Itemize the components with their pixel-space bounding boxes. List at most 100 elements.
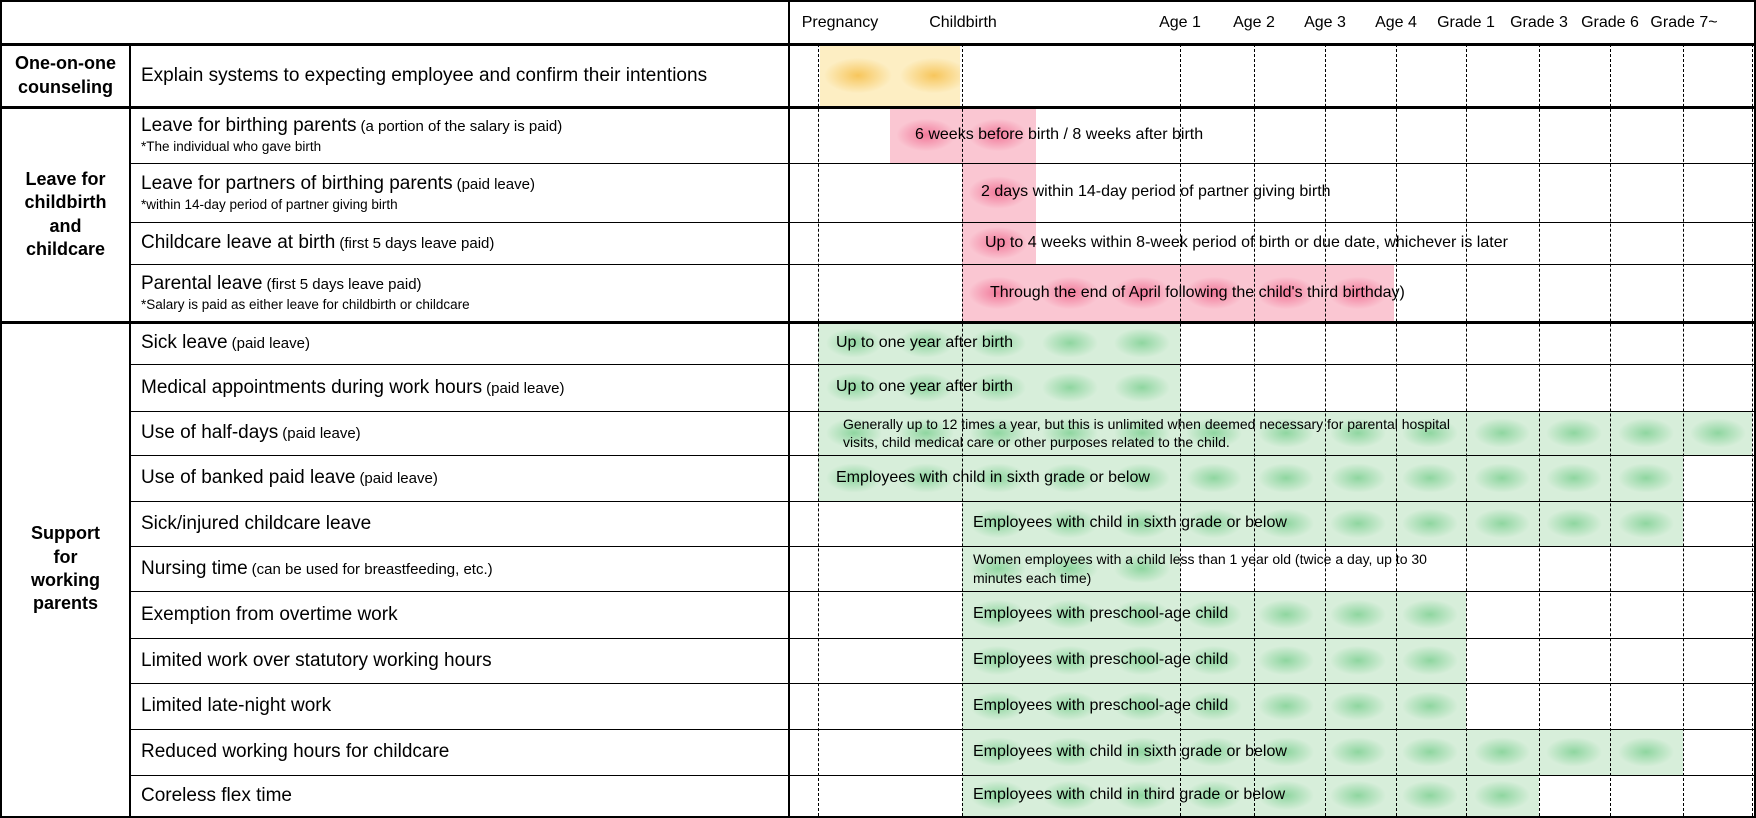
bar-label: Employees with preschool-age child xyxy=(973,696,1229,714)
timeline-period-bar xyxy=(962,683,1466,729)
row-title: Nursing time xyxy=(141,557,248,579)
timeline-gridline xyxy=(818,44,819,816)
timeline-gridline xyxy=(1254,44,1255,816)
row-title-line: Sick/injured childcare leave xyxy=(141,512,725,535)
row-divider xyxy=(130,500,1754,502)
row-title: Leave for birthing parents xyxy=(141,115,357,137)
timeline-header-label: Age 4 xyxy=(1375,14,1417,31)
row-divider xyxy=(130,774,1754,776)
timeline-header-label: Grade 6 xyxy=(1581,14,1639,31)
row-title-line: Nursing time (can be used for breastfeedi… xyxy=(141,557,725,580)
row-title-line: Coreless flex time xyxy=(141,784,725,807)
row-title-line: Medical appointments during work hours (p… xyxy=(141,376,725,399)
bar-label: Employees with child in sixth grade or b… xyxy=(973,742,1287,760)
bar-label: Employees with preschool-age child xyxy=(973,605,1229,623)
section-label-cell: Leave for childbirth and childcare xyxy=(2,107,129,322)
row-title: Use of banked paid leave xyxy=(141,467,356,489)
row-title-detail: (first 5 days leave paid) xyxy=(266,276,422,294)
header-divider xyxy=(2,42,1754,46)
row-footnote: *The individual who gave birth xyxy=(141,139,322,155)
row-title-detail: (first 5 days leave paid) xyxy=(339,235,495,253)
timeline-gridline xyxy=(1325,44,1326,816)
row-title-line: Sick leave (paid leave) xyxy=(141,331,725,354)
row-description: Parental leave (first 5 days leave paid) *… xyxy=(131,264,788,322)
timeline-header-label: Grade 7~ xyxy=(1650,14,1718,31)
bar-label: Generally up to 12 times a year, but thi… xyxy=(843,415,1450,450)
row-description: Explain systems to expecting employee an… xyxy=(131,44,788,107)
row-divider xyxy=(2,320,1754,324)
row-title-line: Leave for birthing parents (a portion of … xyxy=(141,114,725,137)
row-title-detail: (paid leave) xyxy=(282,425,361,443)
row-title-detail: (paid leave) xyxy=(231,335,310,353)
row-divider xyxy=(130,221,1754,223)
row-divider xyxy=(130,363,1754,365)
row-divider xyxy=(130,637,1754,639)
row-title: Limited late-night work xyxy=(141,695,332,717)
row-divider xyxy=(130,728,1754,730)
timeline-period-bar xyxy=(962,222,1036,264)
row-title-detail: (paid leave) xyxy=(486,379,565,397)
row-description: Limited work over statutory working hour… xyxy=(131,638,788,683)
timeline-period-bar xyxy=(962,163,1036,222)
row-title-line: Childcare leave at birth (first 5 days le… xyxy=(141,231,725,254)
bar-label: Up to one year after birth xyxy=(836,333,1013,351)
description-column-divider xyxy=(788,2,790,816)
timeline-header-label: Age 3 xyxy=(1304,14,1346,31)
timeline-period-bar xyxy=(962,591,1466,638)
timeline-header-label: Grade 3 xyxy=(1510,14,1568,31)
row-description: Leave for partners of birthing parents (p… xyxy=(131,163,788,222)
row-title-line: Use of half-days (paid leave) xyxy=(141,421,725,444)
bar-label: Employees with child in sixth grade or b… xyxy=(836,468,1150,486)
timeline-gridline xyxy=(1539,44,1540,816)
row-divider xyxy=(130,682,1754,684)
timeline-gridline xyxy=(1683,44,1684,816)
timeline-period-bar xyxy=(962,775,1539,816)
bar-label: Women employees with a child less than 1… xyxy=(973,551,1427,586)
row-title: Sick/injured childcare leave xyxy=(141,512,372,534)
timeline-period-bar xyxy=(818,411,1752,455)
row-title-line: Exemption from overtime work xyxy=(141,603,725,626)
row-divider xyxy=(130,410,1754,412)
bar-label: Employees with preschool-age child xyxy=(973,651,1229,669)
row-title: Limited work over statutory working hour… xyxy=(141,649,492,671)
timeline-gridline xyxy=(962,44,963,816)
row-description: Exemption from overtime work xyxy=(131,591,788,638)
timeline-period-bar xyxy=(818,322,1180,364)
bar-label: 2 days within 14-day period of partner g… xyxy=(981,183,1331,201)
row-description: Childcare leave at birth (first 5 days le… xyxy=(131,222,788,264)
timeline-header-label: Childbirth xyxy=(929,14,997,31)
timeline-header-label: Grade 1 xyxy=(1437,14,1495,31)
row-title-line: Reduced working hours for childcare xyxy=(141,740,725,763)
row-title: Coreless flex time xyxy=(141,784,292,806)
row-title: Sick leave xyxy=(141,332,228,354)
row-title-detail: (paid leave) xyxy=(456,175,535,193)
timeline-period-bar xyxy=(818,364,1180,411)
section-label: One-on-one counseling xyxy=(15,53,116,97)
row-title: Use of half-days xyxy=(141,422,279,444)
timeline-period-bar xyxy=(962,729,1683,775)
row-title: Exemption from overtime work xyxy=(141,603,398,625)
row-title-line: Limited late-night work xyxy=(141,694,725,717)
timeline-gridline xyxy=(1396,44,1397,816)
row-description: Sick/injured childcare leave xyxy=(131,501,788,546)
section-label-cell: One-on-one counseling xyxy=(2,44,129,107)
row-footnote: *within 14-day period of partner giving … xyxy=(141,196,398,212)
row-description: Medical appointments during work hours (p… xyxy=(131,364,788,411)
bar-label: Up to 4 weeks within 8-week period of bi… xyxy=(985,233,1508,251)
row-divider xyxy=(130,263,1754,265)
row-footnote: *Salary is paid as either leave for chil… xyxy=(141,297,470,313)
row-divider xyxy=(2,105,1754,109)
row-divider xyxy=(130,545,1754,547)
row-title-line: Explain systems to expecting employee an… xyxy=(141,64,725,87)
timeline-gridline xyxy=(1466,44,1467,816)
row-description: Use of banked paid leave (paid leave) xyxy=(131,455,788,501)
row-divider xyxy=(130,590,1754,592)
row-title-line: Limited work over statutory working hour… xyxy=(141,649,725,672)
timeline-gridline xyxy=(1610,44,1611,816)
row-title: Medical appointments during work hours xyxy=(141,376,483,398)
timeline-period-bar xyxy=(962,501,1683,546)
row-title: Parental leave xyxy=(141,273,263,295)
section-label: Leave for childbirth and childcare xyxy=(24,168,107,259)
timeline-period-bar xyxy=(962,546,1180,591)
